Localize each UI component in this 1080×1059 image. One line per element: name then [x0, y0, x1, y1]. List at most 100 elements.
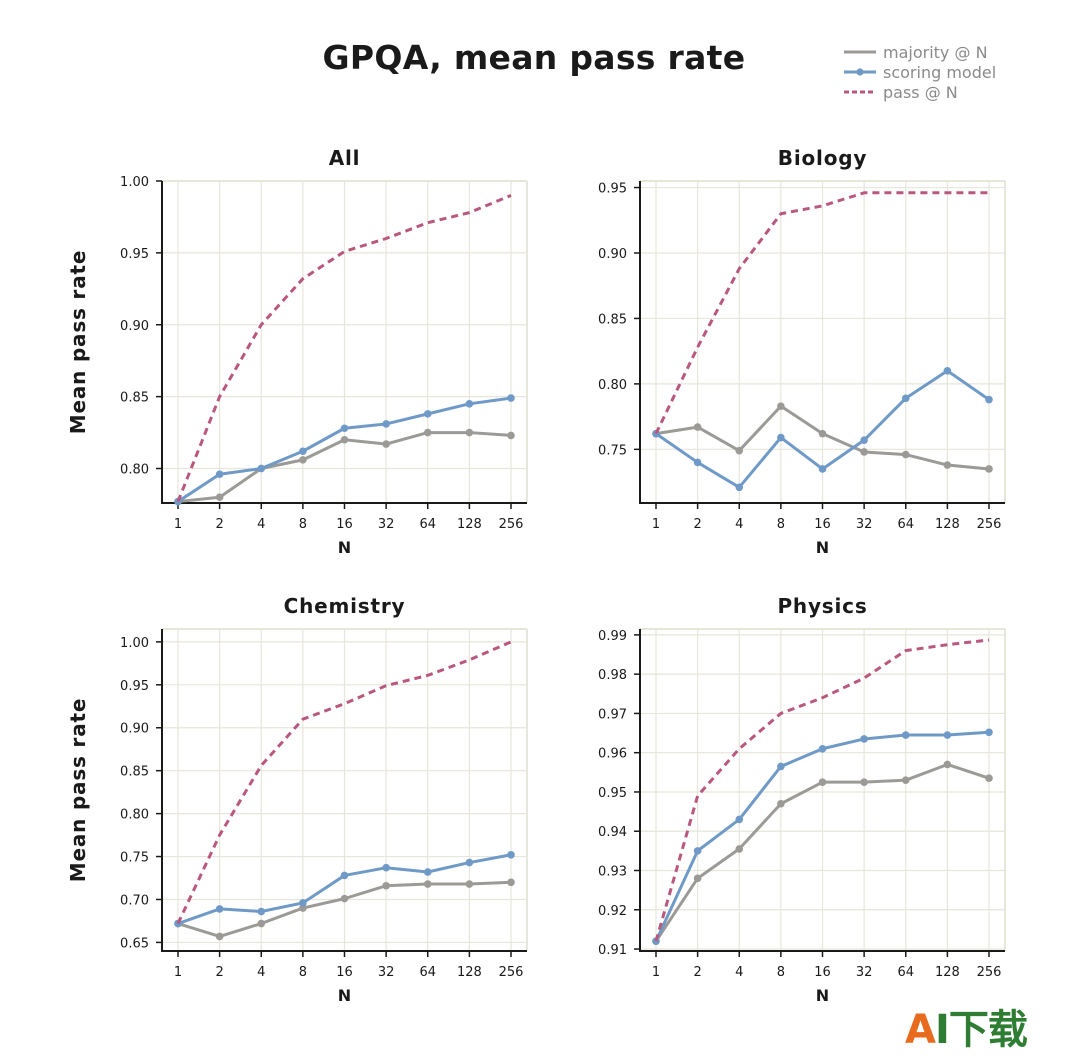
data-point-scoring-model: [777, 762, 785, 771]
x-tick-label: 128: [935, 965, 960, 980]
panel-physics: 1 2 4 8 16 32 64 128 256 0.91 0.92 0.93 0.94 0.95 0.96…: [598, 594, 1006, 1005]
x-tick-label: 8: [777, 965, 785, 980]
y-tick-label: 1.00: [120, 636, 149, 651]
data-point-majority: [860, 778, 868, 786]
x-tick-label: 64: [419, 965, 436, 980]
data-point-majority: [423, 428, 432, 437]
legend-label-majority: majority @ N: [883, 42, 988, 62]
panel-all: 1 2 4 8 16 32 64 128 256 0.80 0.85 0.90 0.95 1.00 All N…: [66, 146, 528, 557]
legend-item-scoring-model: scoring model: [843, 62, 996, 82]
y-tick-label: 0.90: [598, 247, 627, 262]
x-tick-label: 4: [735, 517, 743, 532]
y-tick-label: 0.80: [120, 808, 149, 823]
y-tick-label: 0.90: [120, 319, 149, 334]
data-point-scoring-model: [943, 366, 952, 375]
data-point-majority: [215, 932, 224, 941]
legend-swatch-majority: [844, 50, 876, 54]
x-tick-label: 64: [419, 517, 436, 532]
y-tick-label: 0.65: [120, 936, 149, 951]
panel-title: Chemistry: [284, 594, 406, 618]
data-point-scoring-model: [340, 871, 349, 880]
x-tick-label: 256: [977, 517, 1002, 532]
legend-label-scoring-model: scoring model: [883, 62, 997, 82]
y-axis-label: Mean pass rate: [66, 698, 90, 882]
data-point-scoring-model: [299, 899, 307, 907]
y-tick-label: 0.98: [598, 668, 627, 683]
x-tick-label: 16: [814, 965, 831, 980]
y-tick-label: 0.94: [598, 825, 627, 840]
x-tick-label: 128: [935, 517, 960, 532]
data-point-scoring-model: [901, 394, 910, 403]
data-point-scoring-model: [257, 907, 266, 916]
y-tick-label: 0.80: [598, 378, 627, 393]
x-tick-label: 32: [856, 517, 873, 532]
x-tick-label: 128: [457, 517, 482, 532]
y-tick-label: 0.85: [598, 312, 627, 327]
data-point-majority: [985, 465, 993, 473]
logo-text: I下载: [934, 1007, 1028, 1053]
data-point-scoring-model: [818, 465, 827, 473]
data-point-majority: [299, 456, 307, 464]
legend-item-majority: majority @ N: [843, 42, 996, 62]
y-tick-label: 0.96: [598, 747, 627, 762]
series-line-pass-at-n: [176, 193, 512, 503]
data-point-majority: [943, 461, 952, 469]
data-point-scoring-model: [901, 731, 910, 739]
data-point-majority: [257, 919, 266, 928]
x-tick-label: 4: [735, 965, 743, 980]
data-point-scoring-model: [985, 395, 993, 404]
x-axis-label: N: [338, 538, 351, 557]
x-tick-label: 2: [693, 965, 701, 980]
data-point-majority: [777, 799, 785, 808]
data-point-scoring-model: [423, 410, 432, 418]
data-point-scoring-model: [943, 731, 952, 739]
data-point-scoring-model: [693, 458, 702, 467]
panel-title: Physics: [777, 594, 867, 618]
data-point-scoring-model: [340, 424, 349, 433]
x-tick-label: 4: [257, 517, 265, 532]
x-tick-label: 2: [693, 517, 701, 532]
series-line-pass-at-n: [654, 191, 989, 435]
x-tick-label: 1: [174, 965, 182, 980]
data-point-majority: [777, 402, 785, 410]
panel-title: Biology: [778, 146, 867, 170]
y-tick-label: 0.85: [120, 765, 149, 780]
data-point-majority: [507, 431, 515, 440]
y-tick-label: 0.97: [598, 707, 627, 722]
data-point-scoring-model: [860, 735, 868, 743]
data-point-majority: [735, 446, 744, 455]
chart-title: GPQA, mean pass rate: [322, 38, 746, 77]
x-tick-label: 8: [299, 517, 307, 532]
data-point-scoring-model: [465, 400, 474, 408]
data-point-scoring-model: [777, 433, 785, 442]
y-tick-label: 0.75: [120, 851, 149, 866]
y-tick-label: 0.80: [120, 463, 149, 478]
data-point-scoring-model: [735, 815, 744, 824]
data-point-majority: [818, 429, 827, 438]
data-point-scoring-model: [860, 436, 868, 444]
x-tick-label: 2: [215, 965, 223, 980]
data-point-majority: [382, 440, 390, 448]
data-point-majority: [901, 776, 910, 784]
data-point-scoring-model: [507, 394, 515, 402]
data-point-majority: [382, 881, 390, 890]
y-tick-label: 0.95: [598, 786, 627, 801]
data-point-scoring-model: [299, 447, 307, 456]
legend-item-pass-at-n: pass @ N: [843, 82, 996, 102]
panel-title: All: [329, 146, 361, 170]
data-point-scoring-model: [382, 420, 390, 428]
y-tick-label: 0.85: [120, 391, 149, 406]
y-tick-label: 0.93: [598, 865, 627, 880]
x-tick-label: 256: [499, 965, 524, 980]
data-point-scoring-model: [215, 470, 224, 479]
legend: majority @ N scoring model pass @ N: [843, 42, 996, 102]
y-tick-label: 0.90: [120, 722, 149, 737]
data-point-scoring-model: [215, 905, 224, 913]
y-axis-label: Mean pass rate: [66, 250, 90, 434]
data-point-scoring-model: [735, 483, 744, 492]
y-tick-label: 0.70: [120, 893, 149, 908]
data-point-scoring-model: [423, 868, 432, 876]
data-point-majority: [340, 435, 349, 444]
data-point-scoring-model: [507, 851, 515, 859]
data-point-majority: [818, 778, 827, 786]
